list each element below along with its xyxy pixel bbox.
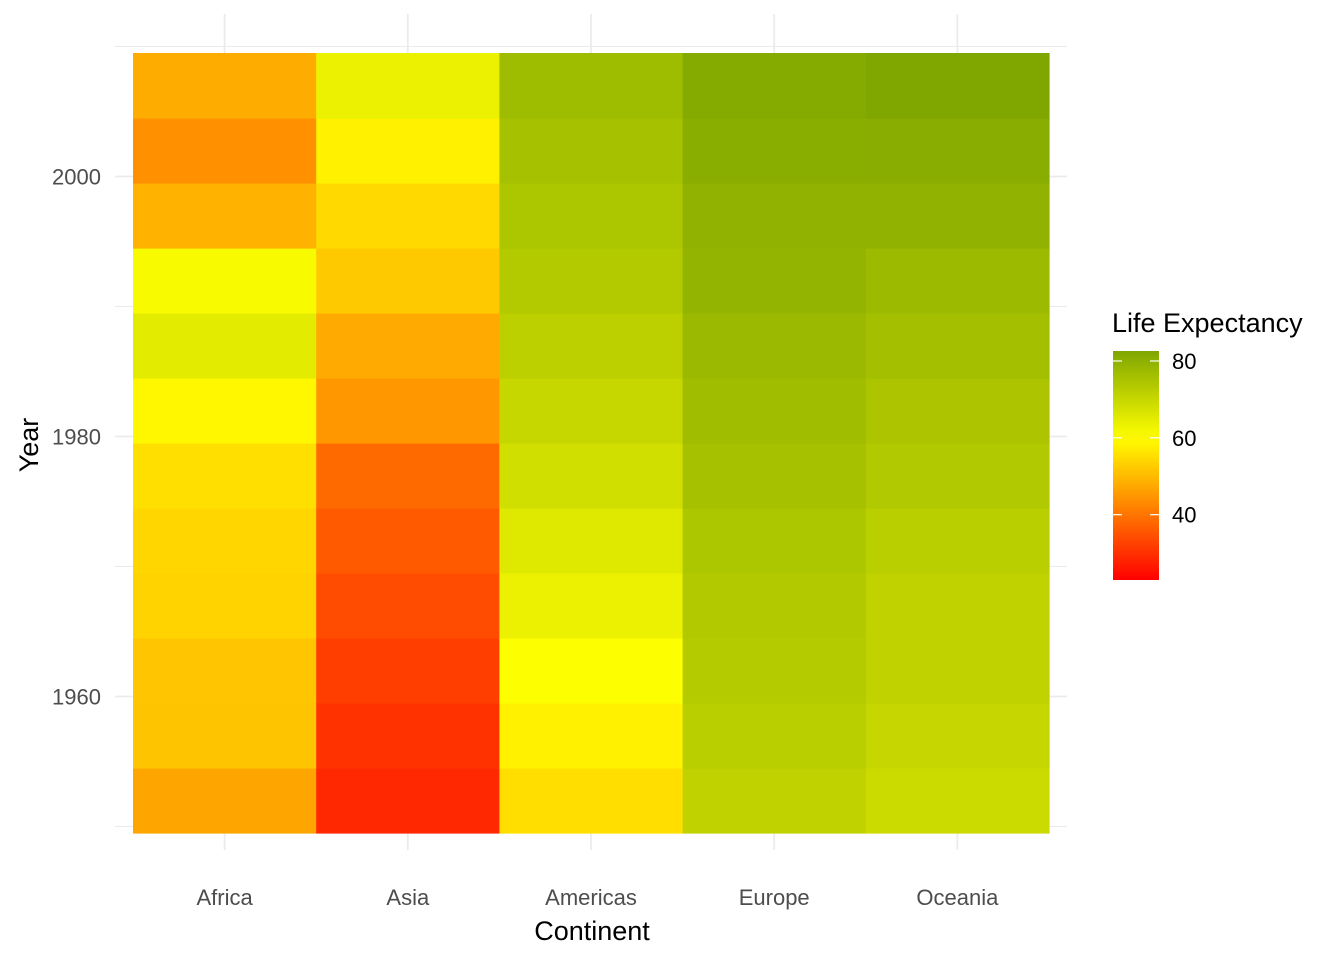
heatmap-cell [499,53,684,119]
heatmap-cell [316,313,500,379]
legend-title: Life Expectancy [1112,308,1303,338]
heatmap-cell [499,508,684,574]
heatmap-cell [682,53,867,119]
heatmap-cell [316,53,500,119]
heatmap-cell [316,248,500,314]
heatmap-cell [133,638,317,704]
heatmap-cell [133,703,317,769]
heatmap-cell [316,638,500,704]
colorbar-tick-label: 40 [1172,503,1196,528]
x-tick-label: Americas [545,885,637,910]
heatmap-cell [133,53,317,119]
y-tick-label: 2000 [52,165,101,190]
heatmap-cell [316,443,500,509]
heatmap-cell [133,508,317,574]
heatmap-cell [133,443,317,509]
heatmap-cell [865,378,1050,444]
colorbar [1113,351,1159,580]
heatmap-cell [865,313,1050,379]
heatmap-cell [865,508,1050,574]
heatmap-cell [499,378,684,444]
heatmap-cell [499,313,684,379]
y-tick-label: 1980 [52,425,101,450]
y-axis-title: Year [14,418,44,473]
heatmap-cell [133,573,317,639]
heatmap-cell [499,573,684,639]
heatmap-cell [865,118,1050,184]
heatmap-cell [316,183,500,249]
heatmap-cell [499,443,684,509]
heatmap-cell [682,183,867,249]
x-tick-label: Asia [386,885,430,910]
colorbar-ticks: 40 60 80 [1113,349,1196,528]
heatmap-cell [865,443,1050,509]
heatmap-cell [682,313,867,379]
heatmap-cell [133,378,317,444]
heatmap-cell [865,703,1050,769]
color-legend: Life Expectancy 40 60 80 [1112,308,1303,580]
heatmap-cell [682,443,867,509]
x-tick-label: Europe [739,885,810,910]
heatmap-cell [133,248,317,314]
heatmap-cell [316,378,500,444]
heatmap-cell [133,118,317,184]
heatmap-cell [499,118,684,184]
heatmap-cell [865,248,1050,314]
heatmap-cell [316,118,500,184]
x-tick-label: Oceania [916,885,999,910]
y-axis-ticks: 1960 1980 2000 [52,165,101,710]
heatmap-cell [316,703,500,769]
heatmap-cells [133,53,1050,834]
heatmap-cell [682,118,867,184]
heatmap-cell [133,768,317,834]
heatmap-cell [499,183,684,249]
heatmap-cell [682,508,867,574]
heatmap-cell [865,53,1050,119]
heatmap-cell [682,768,867,834]
heatmap-cell [133,313,317,379]
heatmap-cell [865,638,1050,704]
heatmap-cell [316,768,500,834]
colorbar-tick-label: 60 [1172,426,1196,451]
heatmap-cell [316,573,500,639]
heatmap-cell [499,768,684,834]
heatmap-cell [682,573,867,639]
heatmap-cell [682,248,867,314]
heatmap-cell [682,378,867,444]
heatmap-cell [499,248,684,314]
heatmap-cell [682,638,867,704]
x-tick-label: Africa [196,885,253,910]
heatmap-cell [865,573,1050,639]
y-tick-label: 1960 [52,685,101,710]
heatmap-cell [499,703,684,769]
heatmap-cell [499,638,684,704]
colorbar-tick-label: 80 [1172,349,1196,374]
heatmap-cell [133,183,317,249]
x-axis-ticks: Africa Asia Americas Europe Oceania [196,885,999,910]
heatmap-cell [316,508,500,574]
heatmap-cell [865,183,1050,249]
heatmap-cell [865,768,1050,834]
x-axis-title: Continent [534,916,650,946]
heatmap-cell [682,703,867,769]
